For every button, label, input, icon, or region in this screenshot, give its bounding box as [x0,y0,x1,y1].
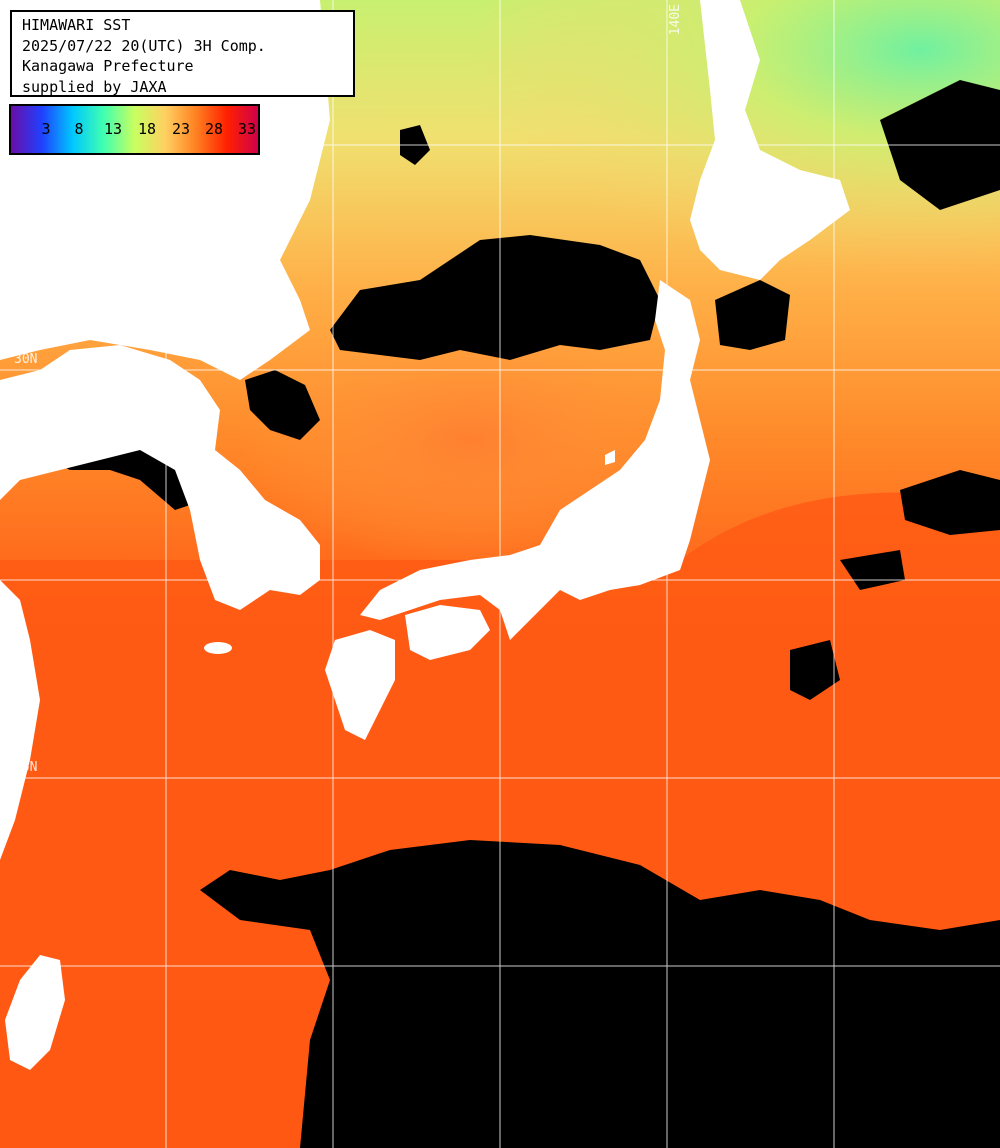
title-line-4: supplied by JAXA [22,77,167,96]
scale-tick-label: 18 [137,120,157,138]
scale-tick-label: 8 [74,120,84,138]
lat-label-upper: 30N [14,352,38,367]
title-line-1: HIMAWARI SST [22,16,131,34]
cloud-southeast-mass [680,990,1000,1148]
land-honshu [360,280,710,640]
land-sado [605,450,615,465]
scale-tick-label: 28 [204,120,224,138]
lon-label-140e: 140E [668,4,683,36]
land-kyushu [325,630,395,740]
title-line-3: Kanagawa Prefecture [22,57,194,75]
scale-tick-label: 3 [41,120,51,138]
title-line-2: 2025/07/22 20(UTC) 3H Comp. [22,36,266,55]
cloud-tohoku [715,280,790,350]
land-jeju [204,642,232,654]
scale-tick-label: 13 [103,120,123,138]
cloud-japan-sea-north [330,235,660,360]
scale-tick-label: 23 [171,120,191,138]
title-box: HIMAWARI SST 2025/07/22 20(UTC) 3H Comp.… [10,10,355,97]
cloud-pacific-east [900,470,1000,535]
cloud-pacific-patch [790,640,840,700]
color-scale-bar: 3 8 13 18 23 28 33 [9,104,260,155]
land-shikoku [405,605,490,660]
land-hokkaido [690,0,850,280]
lat-label-lower: 25N [14,760,38,775]
land-korea-china [0,0,320,860]
land-taiwan [5,955,65,1070]
scale-tick-label: 33 [237,120,257,138]
color-scale-labels: 3 8 13 18 23 28 33 [11,120,258,140]
cloud-north-korea-coast [245,370,320,440]
